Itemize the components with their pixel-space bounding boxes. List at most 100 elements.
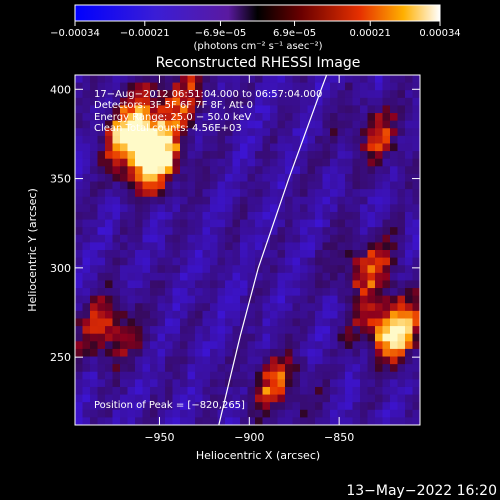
- heatmap-cell: [337, 128, 346, 137]
- heatmap-cell: [97, 348, 106, 358]
- heatmap-cell: [352, 280, 361, 289]
- heatmap-cell: [405, 173, 414, 183]
- heatmap-cell: [390, 417, 399, 425]
- heatmap-cell: [285, 90, 294, 99]
- heatmap-cell: [345, 90, 354, 99]
- heatmap-cell: [165, 295, 174, 304]
- heatmap-cell: [157, 379, 166, 388]
- heatmap-cell: [232, 97, 241, 107]
- heatmap-cell: [150, 196, 159, 205]
- heatmap-cell: [375, 371, 384, 380]
- heatmap-cell: [382, 417, 391, 425]
- heatmap-cell: [270, 158, 279, 167]
- heatmap-cell: [75, 371, 84, 380]
- heatmap-cell: [112, 204, 121, 213]
- heatmap-cell: [97, 303, 106, 312]
- peak-position-label: Position of Peak = [−820,265]: [94, 400, 245, 411]
- heatmap-cell: [150, 409, 159, 418]
- heatmap-cell: [307, 371, 316, 380]
- heatmap-cell: [345, 135, 354, 145]
- heatmap-cell: [75, 257, 84, 266]
- heatmap-cell: [405, 113, 414, 122]
- heatmap-cell: [127, 166, 136, 175]
- heatmap-cell: [165, 82, 174, 91]
- heatmap-cell: [112, 379, 121, 388]
- heatmap-cell: [120, 379, 129, 388]
- heatmap-cell: [75, 386, 84, 396]
- heatmap-cell: [112, 386, 121, 396]
- heatmap-cell: [367, 242, 376, 251]
- annotation-energy-range: Energy Range: 25.0 − 50.0 keV: [94, 112, 251, 123]
- heatmap-cell: [135, 288, 144, 297]
- heatmap-cell: [382, 189, 391, 198]
- heatmap-cell: [292, 82, 301, 91]
- heatmap-cell: [390, 158, 399, 167]
- heatmap-cell: [247, 128, 256, 137]
- plot-frame: [74, 74, 421, 426]
- heatmap-cell: [82, 97, 91, 107]
- heatmap-cell: [360, 181, 369, 190]
- heatmap-cell: [270, 303, 279, 312]
- heatmap-cell: [90, 113, 99, 122]
- heatmap-cell: [247, 227, 256, 236]
- heatmap-cell: [337, 196, 346, 205]
- heatmap-cell: [195, 227, 204, 236]
- heatmap-cell: [165, 303, 174, 312]
- heatmap-cell: [112, 189, 121, 198]
- heatmap-cell: [315, 242, 324, 251]
- heatmap-cell: [217, 242, 226, 251]
- heatmap-cell: [292, 250, 301, 259]
- heatmap-cell: [90, 394, 99, 403]
- heatmap-cell: [82, 227, 91, 236]
- heatmap-cell: [165, 151, 174, 160]
- heatmap-cell: [225, 97, 234, 107]
- heatmap-cell: [127, 97, 136, 107]
- heatmap-cell: [225, 250, 234, 259]
- heatmap-cell: [397, 120, 406, 129]
- heatmap-cell: [352, 97, 361, 107]
- heatmap-cell: [375, 181, 384, 190]
- heatmap-cell: [262, 143, 271, 152]
- heatmap-cell: [82, 242, 91, 251]
- heatmap-cell: [165, 272, 174, 282]
- heatmap-cell: [202, 196, 211, 205]
- heatmap-cell: [105, 348, 114, 358]
- y-axis-label: Heliocentric Y (arcsec): [26, 188, 39, 312]
- heatmap-cell: [210, 211, 219, 221]
- heatmap-cell: [367, 135, 376, 145]
- heatmap-cell: [217, 417, 226, 425]
- heatmap-cell: [255, 151, 264, 160]
- heatmap-cell: [172, 265, 181, 274]
- heatmap-cell: [75, 326, 84, 335]
- heatmap-cell: [217, 356, 226, 365]
- annotation-time-range: 17−Aug−2012 06:51:04.000 to 06:57:04.000: [94, 89, 322, 100]
- heatmap-cell: [75, 166, 84, 175]
- heatmap-cell: [90, 227, 99, 236]
- heatmap-cell: [270, 219, 279, 228]
- heatmap-cell: [367, 82, 376, 91]
- heatmap-cell: [397, 105, 406, 114]
- heatmap-cell: [375, 173, 384, 183]
- heatmap-cell: [127, 151, 136, 160]
- heatmap-cell: [240, 295, 249, 304]
- heatmap-cell: [127, 257, 136, 266]
- heatmap-cell: [322, 333, 331, 342]
- heatmap-cell: [90, 189, 99, 198]
- heatmap-cell: [105, 227, 114, 236]
- heatmap-cell: [262, 135, 271, 145]
- heatmap-cell: [165, 204, 174, 213]
- heatmap-cell: [82, 333, 91, 342]
- heatmap-cell: [382, 371, 391, 380]
- heatmap-cell: [397, 333, 406, 342]
- heatmap-cell: [142, 272, 151, 282]
- heatmap-cell: [412, 143, 420, 152]
- heatmap-cell: [330, 211, 339, 221]
- heatmap-cell: [405, 318, 414, 327]
- heatmap-cell: [135, 341, 144, 350]
- heatmap-cell: [307, 364, 316, 373]
- heatmap-cell: [285, 219, 294, 228]
- heatmap-cell: [367, 151, 376, 160]
- heatmap-cell: [180, 113, 189, 122]
- heatmap-cell: [180, 75, 189, 84]
- heatmap-cell: [90, 166, 99, 175]
